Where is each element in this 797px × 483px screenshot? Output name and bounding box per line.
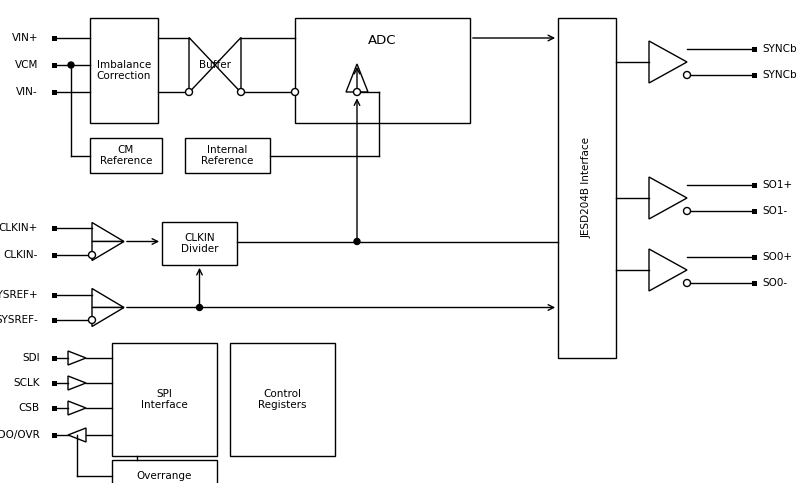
Bar — [558, 18, 616, 358]
Bar — [752, 209, 757, 213]
Text: SO1+: SO1+ — [762, 180, 792, 190]
Text: SO1-: SO1- — [762, 206, 787, 216]
Text: Buffer: Buffer — [199, 60, 231, 70]
Circle shape — [354, 239, 360, 244]
Polygon shape — [649, 177, 687, 219]
Circle shape — [292, 88, 299, 96]
Text: VCM: VCM — [14, 60, 38, 70]
Circle shape — [354, 88, 360, 96]
Polygon shape — [92, 288, 124, 308]
Text: SYSREF+: SYSREF+ — [0, 290, 38, 300]
Bar — [112, 460, 217, 483]
Text: SYNCb+: SYNCb+ — [762, 44, 797, 54]
Text: SO0-: SO0- — [762, 278, 787, 288]
Bar — [53, 432, 57, 438]
Bar — [53, 62, 57, 68]
Polygon shape — [68, 428, 86, 442]
Text: JESD204B Interface: JESD204B Interface — [582, 138, 592, 239]
Text: VIN+: VIN+ — [11, 33, 38, 43]
Text: SPI
Interface: SPI Interface — [141, 389, 188, 410]
Circle shape — [186, 88, 193, 96]
Bar — [752, 183, 757, 187]
Polygon shape — [649, 41, 687, 83]
Text: CLKIN
Divider: CLKIN Divider — [181, 233, 218, 255]
Circle shape — [238, 88, 245, 96]
Polygon shape — [649, 249, 687, 291]
Bar — [185, 138, 270, 173]
Text: SDI: SDI — [22, 353, 40, 363]
Text: ADC: ADC — [368, 33, 397, 46]
Circle shape — [684, 71, 690, 79]
Text: Overrange: Overrange — [137, 471, 192, 481]
Circle shape — [88, 316, 96, 324]
Bar — [53, 89, 57, 95]
Bar — [752, 46, 757, 52]
Polygon shape — [92, 242, 124, 260]
Polygon shape — [68, 351, 86, 365]
Bar — [752, 281, 757, 285]
Text: CLKIN-: CLKIN- — [4, 250, 38, 260]
Text: SO0+: SO0+ — [762, 252, 792, 262]
Polygon shape — [346, 64, 368, 92]
Bar — [162, 222, 237, 265]
Bar — [53, 406, 57, 411]
Polygon shape — [215, 38, 241, 93]
Polygon shape — [92, 308, 124, 327]
Circle shape — [684, 280, 690, 286]
Bar — [112, 343, 217, 456]
Text: SCLK: SCLK — [14, 378, 40, 388]
Circle shape — [68, 62, 74, 68]
Bar — [53, 253, 57, 257]
Text: SYSREF-: SYSREF- — [0, 315, 38, 325]
Text: Internal
Reference: Internal Reference — [202, 145, 253, 166]
Circle shape — [88, 252, 96, 258]
Text: SYNCb-: SYNCb- — [762, 70, 797, 80]
Bar — [53, 226, 57, 230]
Bar — [53, 355, 57, 360]
Text: CLKIN+: CLKIN+ — [0, 223, 38, 233]
Polygon shape — [189, 38, 215, 93]
Text: VIN-: VIN- — [17, 87, 38, 97]
Polygon shape — [92, 223, 124, 242]
Text: SDO/OVR: SDO/OVR — [0, 430, 40, 440]
Bar — [90, 138, 162, 173]
Text: CM
Reference: CM Reference — [100, 145, 152, 166]
Bar — [53, 381, 57, 385]
Bar — [90, 18, 158, 123]
Bar — [53, 35, 57, 41]
Text: Control
Registers: Control Registers — [258, 389, 307, 410]
Text: CSB: CSB — [19, 403, 40, 413]
Polygon shape — [68, 376, 86, 390]
Bar — [752, 72, 757, 77]
Bar — [230, 343, 335, 456]
Circle shape — [684, 208, 690, 214]
Text: Imbalance
Correction: Imbalance Correction — [96, 60, 151, 81]
Bar — [752, 255, 757, 259]
Bar — [295, 18, 470, 123]
Polygon shape — [68, 401, 86, 415]
Circle shape — [197, 304, 202, 311]
Bar — [53, 317, 57, 323]
Bar — [53, 293, 57, 298]
